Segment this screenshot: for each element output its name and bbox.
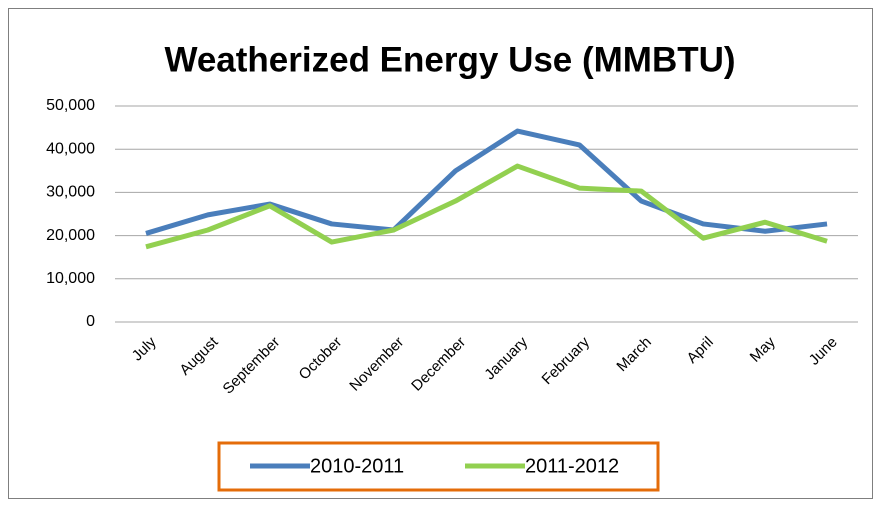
legend-label: 2010-2011 [310,455,404,477]
y-tick-label: 50,000 [46,97,95,114]
y-tick-label: 40,000 [46,140,95,157]
y-tick-label: 0 [86,313,95,330]
y-tick-label: 10,000 [46,270,95,287]
y-tick-label: 20,000 [46,227,95,244]
line-series [145,128,828,236]
legend-label: 2011-2012 [525,455,619,477]
line-series [145,163,828,250]
y-tick-label: 30,000 [46,184,95,201]
chart-border [8,8,873,499]
chart-title: Weatherized Energy Use (MMBTU) [164,40,735,79]
